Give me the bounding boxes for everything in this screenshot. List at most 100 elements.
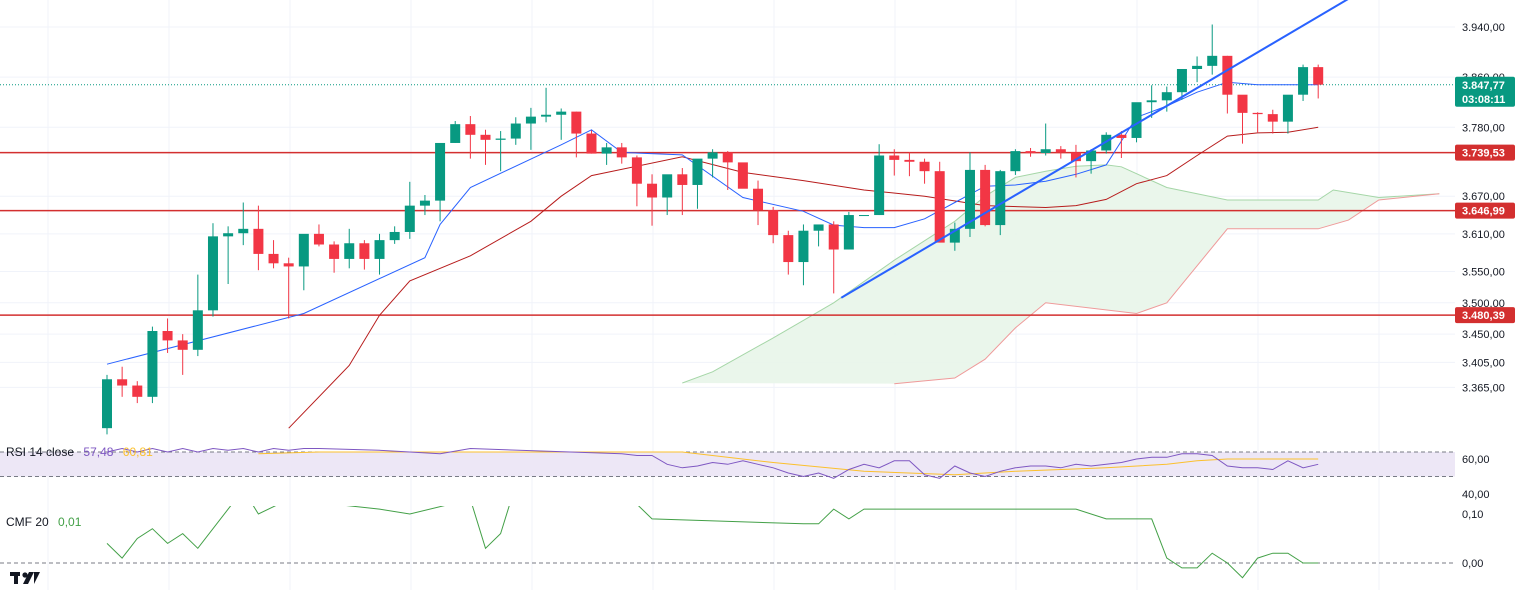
candle[interactable] [117, 366, 128, 397]
candle[interactable] [949, 222, 960, 251]
candle[interactable] [631, 155, 642, 207]
candle[interactable] [1161, 86, 1172, 112]
candle[interactable] [359, 240, 370, 270]
candle-body [162, 331, 173, 341]
candle-body [374, 240, 385, 259]
candle[interactable] [586, 130, 597, 154]
candle[interactable] [647, 174, 658, 226]
candle-body [1131, 102, 1142, 138]
candle[interactable] [374, 233, 385, 275]
candle[interactable] [298, 233, 309, 291]
candle[interactable] [525, 107, 536, 150]
candle[interactable] [1298, 64, 1309, 101]
candle[interactable] [480, 129, 491, 165]
candle[interactable] [843, 211, 854, 250]
candle[interactable] [344, 228, 355, 269]
candle[interactable] [1267, 109, 1278, 134]
candle[interactable] [571, 111, 582, 158]
candle[interactable] [995, 169, 1006, 236]
candle[interactable] [162, 318, 173, 353]
cmf-title: CMF 20 [6, 515, 49, 529]
candle[interactable] [1207, 24, 1218, 75]
candle[interactable] [874, 144, 885, 216]
candle[interactable] [783, 230, 794, 275]
candle[interactable] [450, 121, 461, 143]
candle[interactable] [253, 205, 264, 271]
candle[interactable] [541, 87, 552, 123]
candle[interactable] [1040, 123, 1051, 156]
candle[interactable] [404, 181, 415, 239]
candle[interactable] [919, 158, 930, 184]
candle[interactable] [389, 226, 400, 244]
candle[interactable] [495, 131, 506, 172]
candle[interactable] [132, 381, 143, 404]
cmf-legend[interactable]: CMF 20 0,01 [6, 515, 82, 529]
candle[interactable] [798, 224, 809, 286]
candle[interactable] [1222, 55, 1233, 114]
candle[interactable] [192, 274, 203, 357]
candle[interactable] [510, 117, 521, 145]
candle[interactable] [268, 240, 279, 269]
candle[interactable] [435, 142, 446, 222]
candle[interactable] [1116, 131, 1127, 159]
candle[interactable] [1025, 147, 1036, 157]
candle[interactable] [419, 194, 430, 216]
rsi-legend[interactable]: RSI 14 close 57,48 60,81 [6, 445, 153, 459]
ichimoku-cloud [682, 164, 1440, 384]
candle[interactable] [828, 221, 839, 294]
candle[interactable] [1010, 149, 1021, 175]
candle[interactable] [662, 174, 673, 216]
candle-body [223, 233, 234, 237]
candle[interactable] [1252, 112, 1263, 133]
candle[interactable] [238, 202, 249, 246]
candle[interactable] [692, 158, 703, 209]
candle[interactable] [1237, 94, 1248, 144]
candle[interactable] [465, 116, 476, 159]
candle[interactable] [889, 149, 900, 176]
candle[interactable] [556, 108, 567, 140]
candle[interactable] [904, 152, 915, 177]
candle[interactable] [177, 334, 188, 375]
candle[interactable] [223, 226, 234, 284]
candle[interactable] [722, 151, 733, 190]
candle[interactable] [1146, 85, 1157, 118]
candle[interactable] [859, 215, 869, 217]
candle[interactable] [1192, 56, 1203, 83]
cmf-pane[interactable]: 0,10 0,00 CMF 20 0,01 [0, 485, 1483, 579]
rsi-ma-line [258, 451, 1319, 476]
trendline[interactable] [840, 0, 1349, 299]
candle[interactable] [1070, 144, 1081, 178]
candle[interactable] [102, 374, 112, 435]
rsi-pane[interactable]: 60,00 40,00 RSI 14 close 57,48 60,81 [0, 445, 1490, 501]
candle-body [283, 263, 294, 267]
candle[interactable] [1313, 64, 1324, 99]
candle[interactable] [934, 161, 945, 243]
candle[interactable] [737, 162, 748, 189]
candle[interactable] [1086, 149, 1097, 174]
candles[interactable] [102, 24, 1324, 435]
candle[interactable] [677, 168, 688, 216]
candle-body [404, 205, 415, 232]
cmf-line [106, 506, 1319, 579]
candle[interactable] [207, 223, 218, 317]
candle[interactable] [601, 142, 612, 165]
candle-body [692, 158, 703, 185]
candle[interactable] [313, 224, 324, 247]
candle[interactable] [980, 164, 991, 227]
candle-body [359, 243, 370, 259]
candle[interactable] [813, 224, 824, 247]
candle[interactable] [147, 326, 158, 404]
candle[interactable] [1282, 94, 1293, 134]
candle[interactable] [753, 180, 764, 226]
candle[interactable] [1176, 68, 1187, 100]
candle[interactable] [616, 142, 627, 164]
price-axis[interactable]: 3.940,003.860,003.780,003.670,003.610,00… [1462, 22, 1505, 394]
candle[interactable] [283, 257, 294, 319]
candle[interactable] [1055, 146, 1066, 159]
candle[interactable] [707, 149, 718, 178]
rsi-tick-label: 60,00 [1462, 454, 1490, 466]
candle[interactable] [768, 206, 779, 244]
candle[interactable] [329, 241, 340, 273]
